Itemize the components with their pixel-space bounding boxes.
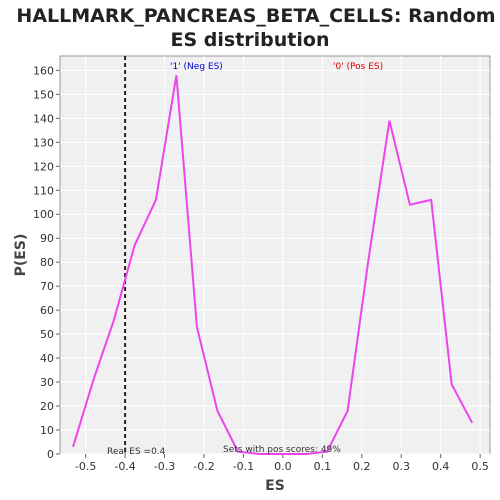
y-tick-label: 80: [40, 256, 54, 269]
neg-es-label: '1' (Neg ES): [170, 62, 223, 72]
y-axis-ticks: 0 10 20 30 40 50 60 70 80 90 100 110 120 130 140 150 160: [33, 64, 60, 461]
y-tick-label: 10: [40, 424, 54, 437]
x-tick-label: -0.2: [193, 460, 214, 473]
y-tick-label: 30: [40, 376, 54, 389]
sets-with-pos-scores-annotation: Sets with pos scores: 49%: [223, 445, 341, 455]
x-tick-label: -0.5: [75, 460, 96, 473]
y-tick-label: 20: [40, 400, 54, 413]
y-tick-label: 0: [47, 448, 54, 461]
x-tick-label: -0.4: [114, 460, 135, 473]
y-tick-label: 130: [33, 136, 54, 149]
x-tick-label: 0.0: [274, 460, 292, 473]
y-tick-label: 90: [40, 232, 54, 245]
x-tick-label: -0.3: [154, 460, 175, 473]
chart-title-line1: HALLMARK_PANCREAS_BETA_CELLS: Random: [16, 5, 495, 27]
y-tick-label: 140: [33, 112, 54, 125]
y-tick-label: 60: [40, 304, 54, 317]
y-tick-label: 160: [33, 64, 54, 77]
x-tick-label: 0.5: [471, 460, 489, 473]
y-tick-label: 120: [33, 160, 54, 173]
x-axis-ticks: -0.5 -0.4 -0.3 -0.2 -0.1 0.0 0.1 0.2 0.3 0.4 0.5: [75, 454, 489, 473]
y-tick-label: 70: [40, 280, 54, 293]
x-tick-label: 0.4: [432, 460, 450, 473]
es-distribution-line: [72, 75, 474, 455]
y-axis-label: P(ES): [13, 234, 29, 277]
real-es-annotation: Real ES =0.4: [107, 447, 166, 457]
x-tick-label: 0.3: [392, 460, 410, 473]
y-tick-label: 100: [33, 208, 54, 221]
y-tick-label: 110: [33, 184, 54, 197]
x-tick-label: 0.1: [314, 460, 332, 473]
x-tick-label: 0.2: [353, 460, 371, 473]
x-axis-label: ES: [265, 478, 285, 494]
chart-title-line2: ES distribution: [171, 29, 330, 51]
y-tick-label: 150: [33, 88, 54, 101]
y-tick-label: 40: [40, 352, 54, 365]
x-tick-label: -0.1: [233, 460, 254, 473]
pos-es-label: '0' (Pos ES): [333, 62, 383, 72]
y-tick-label: 50: [40, 328, 54, 341]
